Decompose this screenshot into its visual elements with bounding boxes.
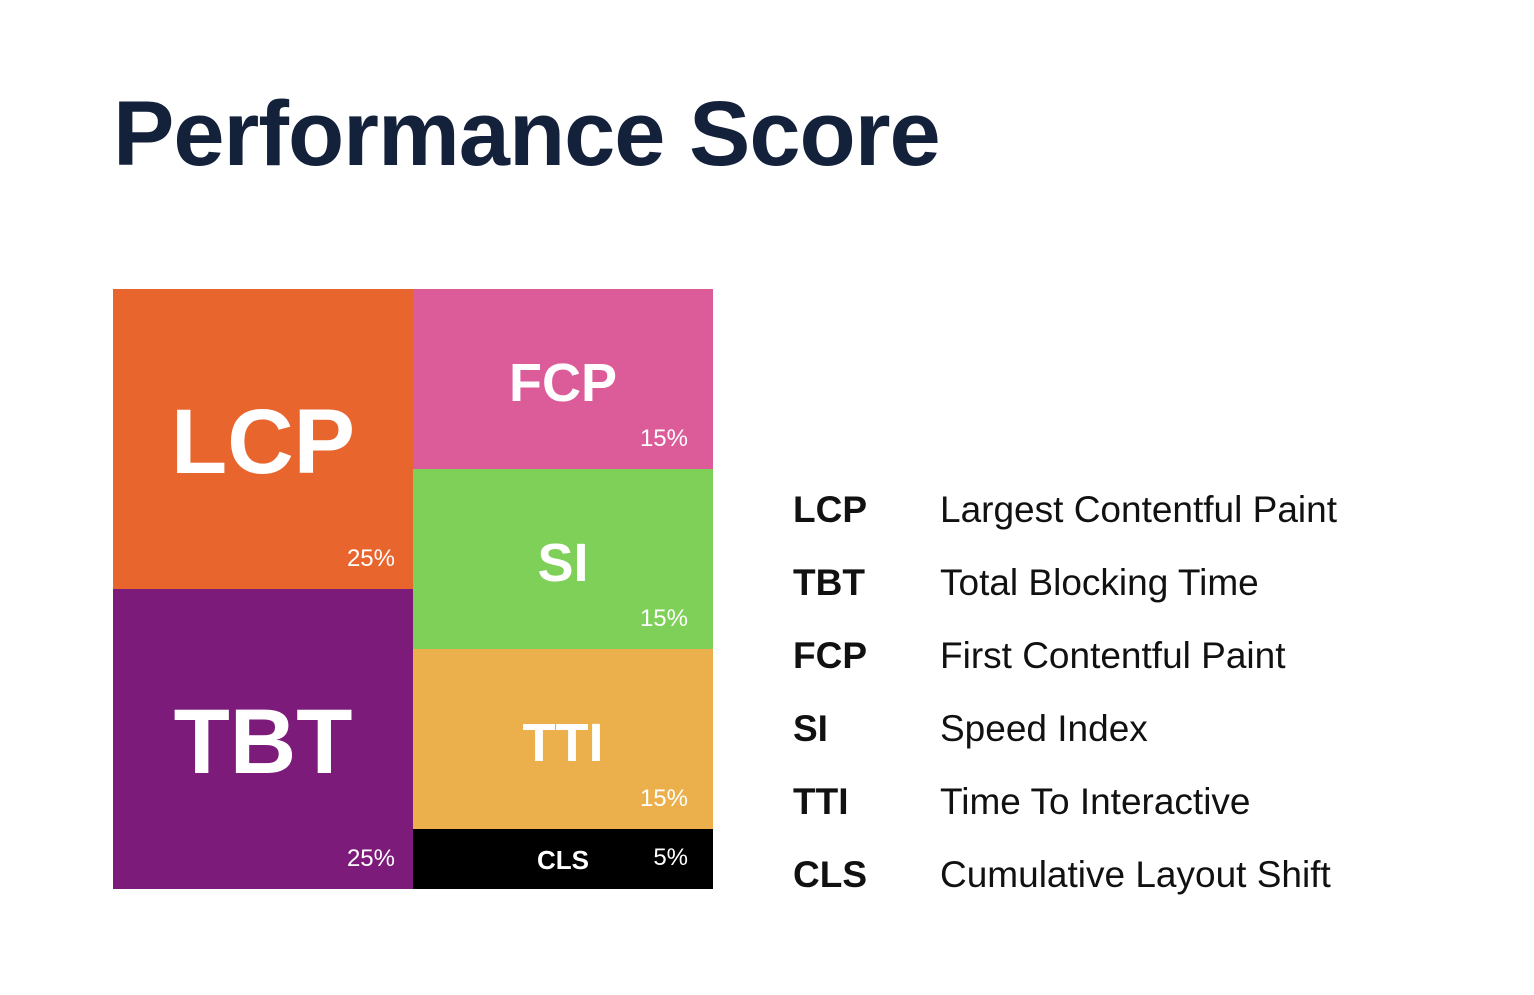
metric-legend: LCP Largest Contentful Paint TBT Total B… (793, 490, 1493, 928)
tile-si-weight: 15% (639, 605, 688, 632)
tile-fcp: FCP 15% (413, 289, 713, 469)
legend-name: Speed Index (940, 708, 1148, 749)
tile-cls: CLS 5% (413, 829, 713, 889)
legend-item: LCP Largest Contentful Paint (793, 490, 1493, 563)
tile-tti: TTI 15% (413, 649, 713, 829)
legend-name: Largest Contentful Paint (940, 489, 1337, 530)
legend-name: Cumulative Layout Shift (940, 854, 1331, 895)
tile-tbt: TBT 25% (113, 589, 413, 889)
legend-item: FCP First Contentful Paint (793, 636, 1493, 709)
legend-name: Time To Interactive (940, 781, 1251, 822)
tile-lcp-label: LCP (171, 391, 355, 493)
tile-cls-weight: 5% (653, 844, 688, 871)
tile-fcp-label: FCP (509, 353, 617, 413)
tile-tbt-label: TBT (173, 691, 353, 793)
tile-tti-label: TTI (522, 713, 604, 773)
tile-si: SI 15% (413, 469, 713, 649)
tile-cls-label: CLS (537, 845, 589, 875)
legend-item: CLS Cumulative Layout Shift (793, 855, 1493, 928)
legend-abbr: TTI (793, 781, 849, 822)
legend-abbr: FCP (793, 635, 867, 676)
legend-item: TBT Total Blocking Time (793, 563, 1493, 636)
legend-abbr: TBT (793, 562, 865, 603)
legend-abbr: SI (793, 708, 828, 749)
legend-abbr: LCP (793, 489, 867, 530)
legend-item: SI Speed Index (793, 709, 1493, 782)
tile-si-label: SI (537, 533, 589, 593)
tile-tti-weight: 15% (639, 785, 688, 812)
tile-lcp: LCP 25% (113, 289, 413, 589)
page-title: Performance Score (113, 83, 941, 185)
score-weight-treemap: LCP 25% TBT 25% FCP 15% SI 15% TTI 15% C… (113, 289, 713, 889)
legend-item: TTI Time To Interactive (793, 782, 1493, 855)
legend-abbr: CLS (793, 854, 867, 895)
tile-lcp-weight: 25% (346, 545, 395, 572)
tile-tbt-weight: 25% (346, 845, 395, 872)
legend-name: First Contentful Paint (940, 635, 1286, 676)
tile-fcp-weight: 15% (639, 425, 688, 452)
legend-name: Total Blocking Time (940, 562, 1259, 603)
